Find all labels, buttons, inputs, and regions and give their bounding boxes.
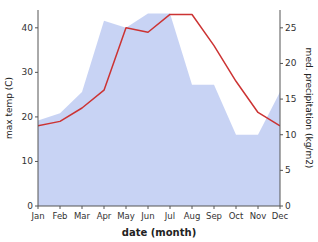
x-tick-label: May	[117, 211, 135, 221]
y2-tick-label: 25	[285, 23, 296, 33]
x-tick	[148, 206, 149, 209]
y2-tick-label: 10	[285, 130, 297, 140]
x-tick	[170, 206, 171, 209]
y-axis-line	[38, 10, 39, 206]
x-tick-label: Oct	[229, 211, 244, 221]
x-tick-label: Jan	[30, 211, 44, 221]
x-tick	[214, 206, 215, 209]
y-tick	[35, 72, 38, 73]
x-tick	[280, 206, 281, 209]
y2-tick-label: 15	[285, 94, 296, 104]
y-tick-label: 0	[27, 201, 33, 211]
y2-tick	[280, 27, 283, 28]
y-tick	[35, 27, 38, 28]
y2-tick-label: 20	[285, 58, 297, 68]
x-axis-label: date (month)	[122, 227, 196, 238]
x-tick	[192, 206, 193, 209]
x-tick-label: Nov	[250, 211, 267, 221]
x-tick	[104, 206, 105, 209]
y2-tick	[280, 170, 283, 171]
x-tick-label: Mar	[74, 211, 91, 221]
x-tick	[236, 206, 237, 209]
chart: 0 10 20 30 40 0 5 10 15 20 25 Jan Feb Mar Apr May Jun Jul…	[0, 0, 318, 242]
x-tick	[38, 206, 39, 209]
plot-area	[38, 14, 280, 206]
y2-tick-label: 0	[285, 201, 291, 211]
x-tick	[126, 206, 127, 209]
y-tick	[35, 161, 38, 162]
x-tick-label: Aug	[184, 211, 201, 221]
x-tick-label: Apr	[97, 211, 112, 221]
temp-line	[38, 14, 280, 125]
x-axis-line	[38, 206, 280, 207]
y-tick-label: 40	[22, 23, 34, 33]
y-tick-label: 10	[22, 156, 34, 166]
y-tick	[35, 116, 38, 117]
x-tick	[258, 206, 259, 209]
y-tick-label: 20	[22, 112, 34, 122]
y2-tick	[280, 99, 283, 100]
x-tick	[82, 206, 83, 209]
y2-axis-line	[280, 10, 281, 206]
x-tick-label: Feb	[52, 211, 67, 221]
x-tick	[60, 206, 61, 209]
y2-axis-label: med. precipitation (kg/m2)	[304, 48, 314, 169]
y2-tick-label: 5	[285, 165, 291, 175]
y-tick-label: 30	[22, 67, 34, 77]
y2-tick	[280, 63, 283, 64]
y-axis-label: max temp (C)	[4, 77, 14, 139]
precip-area	[38, 14, 280, 206]
x-tick-label: Sep	[206, 211, 222, 221]
x-tick-label: Jul	[164, 211, 175, 221]
x-tick-label: Jun	[140, 211, 154, 221]
x-tick-label: Dec	[272, 211, 289, 221]
y2-tick	[280, 134, 283, 135]
